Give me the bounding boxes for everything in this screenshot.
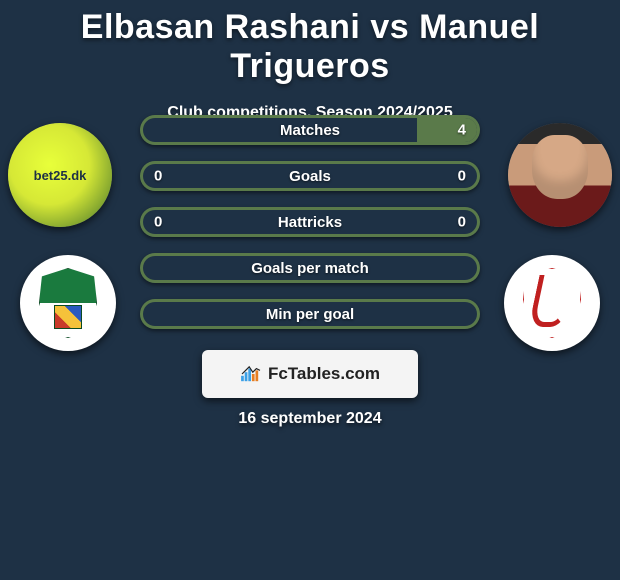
- bar-chart-icon: [240, 365, 262, 383]
- stat-value-left: 0: [154, 168, 162, 185]
- footer-date: 16 september 2024: [0, 410, 620, 428]
- stat-row: Goals per match: [140, 253, 480, 283]
- club-right-badge: [504, 255, 600, 351]
- stat-row: Matches 4: [140, 115, 480, 145]
- stat-row: 0 Hattricks 0: [140, 207, 480, 237]
- player-left-avatar: bet25.dk: [8, 123, 112, 227]
- stat-label: Matches: [280, 122, 340, 139]
- page-title: Elbasan Rashani vs Manuel Trigueros: [0, 0, 620, 86]
- stat-label: Min per goal: [266, 306, 354, 323]
- player-right-avatar-image: [508, 123, 612, 227]
- club-right-shield-icon: [523, 268, 581, 338]
- club-left-badge: [20, 255, 116, 351]
- footer-brand-badge: FcTables.com: [202, 350, 418, 398]
- stat-fill-right: [417, 118, 477, 142]
- stat-value-right: 0: [458, 214, 466, 231]
- footer-brand-text: FcTables.com: [268, 364, 380, 384]
- stat-row: Min per goal: [140, 299, 480, 329]
- comparison-area: bet25.dk Matches 4 0 Goals 0 0 Hattricks 0 Goals…: [0, 115, 620, 345]
- stat-value-right: 0: [458, 168, 466, 185]
- club-left-shield-icon: [39, 268, 97, 338]
- stat-label: Hattricks: [278, 214, 342, 231]
- stat-value-right: 4: [458, 122, 466, 139]
- player-right-avatar: [508, 123, 612, 227]
- stat-label: Goals: [289, 168, 331, 185]
- player-left-avatar-image: bet25.dk: [8, 123, 112, 227]
- stat-row: 0 Goals 0: [140, 161, 480, 191]
- stat-label: Goals per match: [251, 260, 369, 277]
- stat-value-left: 0: [154, 214, 162, 231]
